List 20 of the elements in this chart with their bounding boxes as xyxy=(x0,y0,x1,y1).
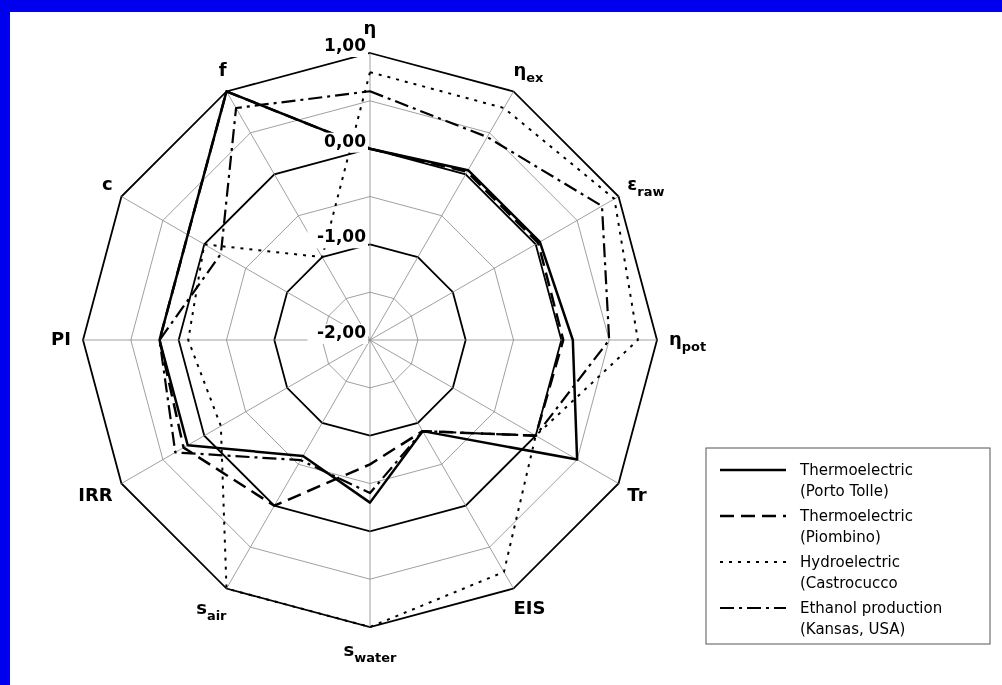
spoke-label: η$_{pot}$ xyxy=(669,328,707,354)
spoke-label: EIS xyxy=(513,597,546,619)
spoke-label: η xyxy=(363,17,377,38)
spoke-label: IRR xyxy=(78,483,113,505)
legend-label: Thermoelectric (Piombino) xyxy=(799,506,913,546)
legend-label: Hydroelectric (Castrocucco xyxy=(800,552,901,592)
y-tick-label: 1,00 xyxy=(324,35,367,55)
legend-label: Thermoelectric (Porto Tolle) xyxy=(799,460,913,500)
spoke-label: PI xyxy=(51,328,71,349)
spoke-label: Tr xyxy=(627,483,647,505)
spoke-label: ε$_{raw}$ xyxy=(627,172,665,199)
legend-label: Ethanol production (Kansas, USA) xyxy=(800,598,943,638)
spoke-label: η$_{ex}$ xyxy=(513,58,545,85)
y-tick-label: 0,00 xyxy=(324,130,367,151)
y-tick-label: -1,00 xyxy=(317,226,367,247)
spoke-label: c xyxy=(101,172,113,194)
spoke-label: s$_{water}$ xyxy=(343,639,397,665)
spoke-label: f xyxy=(218,58,227,80)
spoke-label: s$_{air}$ xyxy=(196,597,228,624)
y-tick-label: -2,00 xyxy=(317,322,367,342)
